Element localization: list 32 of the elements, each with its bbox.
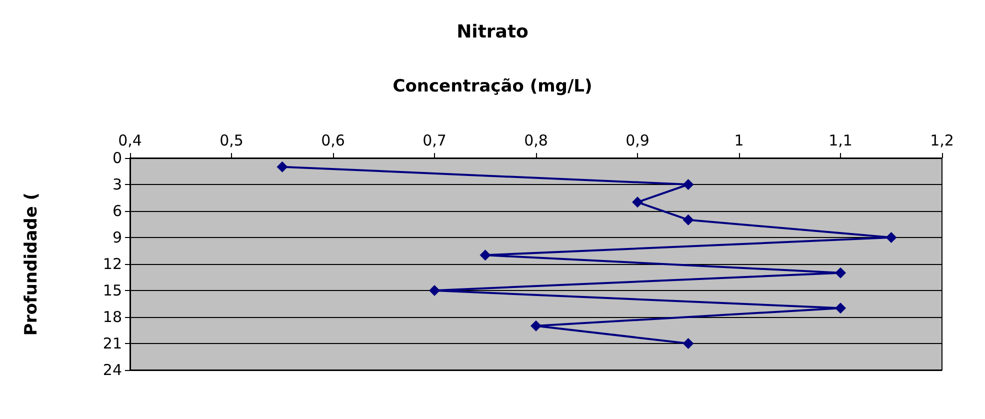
y-tick-label: 6 [112,202,122,220]
point [835,302,846,314]
point [682,214,694,226]
x-tick-label: 0,5 [220,132,244,150]
y-tick-label: 0 [112,149,122,167]
point [530,320,542,332]
point [682,338,694,349]
x-tick-label: 0,4 [118,132,142,150]
y-tick-label: 12 [102,255,122,273]
x-tick-label: 0,6 [321,132,345,150]
y-tick-label: 18 [102,308,122,326]
x-tick-label: 1 [734,132,744,150]
point [835,267,846,278]
y-tick-label: 9 [112,228,122,246]
y-axis-title: Profundidade ( [22,192,42,336]
y-tick-label: 24 [102,361,122,379]
x-tick-label: 1,2 [930,132,954,150]
y-tick-label: 3 [112,176,122,194]
x-tick-label: 0,9 [626,132,650,150]
x-axis-title: Concentração (mg/L) [392,76,592,96]
x-tick-label: 0,8 [524,132,548,150]
point [682,179,694,190]
x-tick-label: 1,1 [828,132,852,150]
chart-title: Nitrato [456,22,528,42]
point [632,196,643,208]
y-tick-label: 21 [102,334,122,352]
point [276,161,288,172]
point [480,250,491,261]
x-tick-label: 0,7 [422,132,446,150]
y-tick-label: 15 [102,282,122,300]
point [886,232,897,243]
point [429,285,440,296]
